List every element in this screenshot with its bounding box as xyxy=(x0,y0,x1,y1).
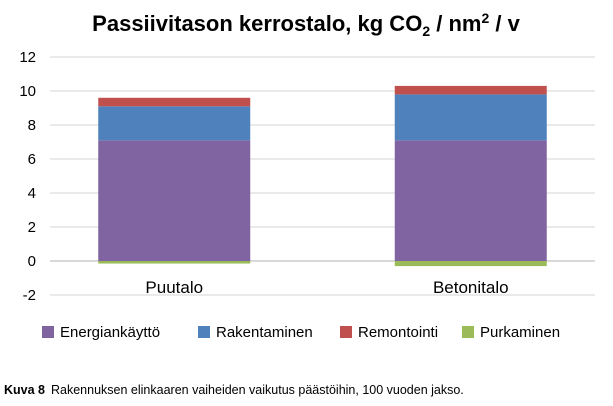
caption-text: Rakennuksen elinkaaren vaiheiden vaikutu… xyxy=(51,383,464,397)
chart-title: Passiivitason kerrostalo, kg CO2 / nm2 /… xyxy=(92,10,520,39)
legend-swatch xyxy=(340,326,352,338)
bar-segment xyxy=(98,140,251,261)
x-tick-label: Puutalo xyxy=(145,278,203,297)
legend-swatch xyxy=(462,326,474,338)
legend-label: Purkaminen xyxy=(480,324,560,341)
y-tick-label: 0 xyxy=(28,253,36,270)
y-tick-label: 4 xyxy=(28,185,36,202)
legend-label: Remontointi xyxy=(358,324,438,341)
x-axis-labels: Puutalo Betonitalo xyxy=(145,278,508,297)
bar-segment xyxy=(98,106,251,141)
bars xyxy=(98,85,547,267)
y-tick-label: 8 xyxy=(28,117,36,134)
bar-segment xyxy=(394,261,547,267)
y-tick-label: -2 xyxy=(23,287,36,304)
bar-segment xyxy=(394,140,547,261)
bar-segment xyxy=(98,97,251,107)
caption-label: Kuva 8 xyxy=(4,383,45,397)
bar-segment xyxy=(394,94,547,141)
y-tick-label: 6 xyxy=(28,151,36,168)
y-tick-label: 2 xyxy=(28,219,36,236)
bar-segment xyxy=(98,261,251,264)
legend-swatch xyxy=(42,326,54,338)
legend-label: Energiankäyttö xyxy=(60,324,160,341)
legend: Energiankäyttö Rakentaminen Remontointi Pur… xyxy=(42,324,560,341)
legend-label: Rakentaminen xyxy=(216,324,313,341)
y-axis-ticks: -2 0 2 4 6 8 10 12 xyxy=(19,49,36,304)
figure-caption: Kuva 8 Rakennuksen elinkaaren vaiheiden v… xyxy=(4,383,464,397)
legend-swatch xyxy=(198,326,210,338)
chart: Passiivitason kerrostalo, kg CO2 / nm2 /… xyxy=(19,10,595,341)
y-tick-label: 12 xyxy=(19,49,36,66)
bar-segment xyxy=(394,85,547,95)
y-tick-label: 10 xyxy=(19,83,36,100)
x-tick-label: Betonitalo xyxy=(433,278,509,297)
